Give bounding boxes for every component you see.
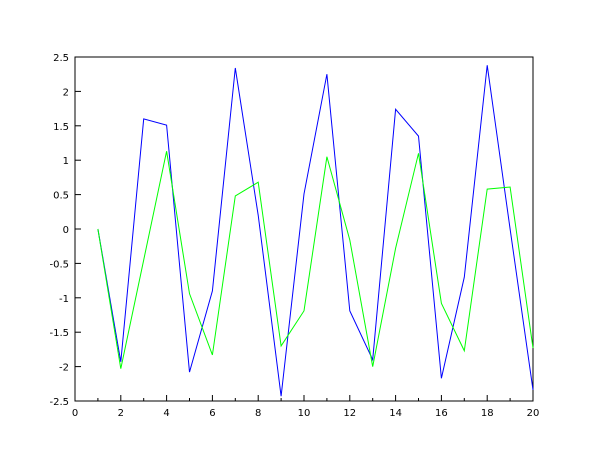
x-tick-label: 18 (481, 408, 494, 419)
y-tick-label: -0.5 (49, 259, 69, 270)
x-tick-label: 14 (389, 408, 402, 419)
y-tick-label: 0 (63, 225, 69, 236)
x-tick-label: 4 (163, 408, 169, 419)
x-tick-label: 0 (72, 408, 78, 419)
y-tick-label: -2.5 (49, 397, 69, 408)
y-tick-label: 1 (63, 156, 69, 167)
x-tick-label: 10 (298, 408, 311, 419)
y-tick-label: -1 (59, 294, 69, 305)
x-tick-label: 20 (527, 408, 540, 419)
y-tick-label: -2 (59, 363, 69, 374)
y-tick-label: 0.5 (53, 191, 69, 202)
y-tick-label: 2.5 (53, 53, 69, 64)
x-tick-label: 2 (118, 408, 124, 419)
x-tick-label: 6 (209, 408, 215, 419)
y-tick-label: 1.5 (53, 122, 69, 133)
x-tick-label: 16 (435, 408, 448, 419)
x-tick-label: 12 (343, 408, 356, 419)
y-tick-label: 2 (63, 87, 69, 98)
series-line-1 (98, 151, 533, 368)
x-tick-label: 8 (255, 408, 261, 419)
y-tick-label: -1.5 (49, 328, 69, 339)
